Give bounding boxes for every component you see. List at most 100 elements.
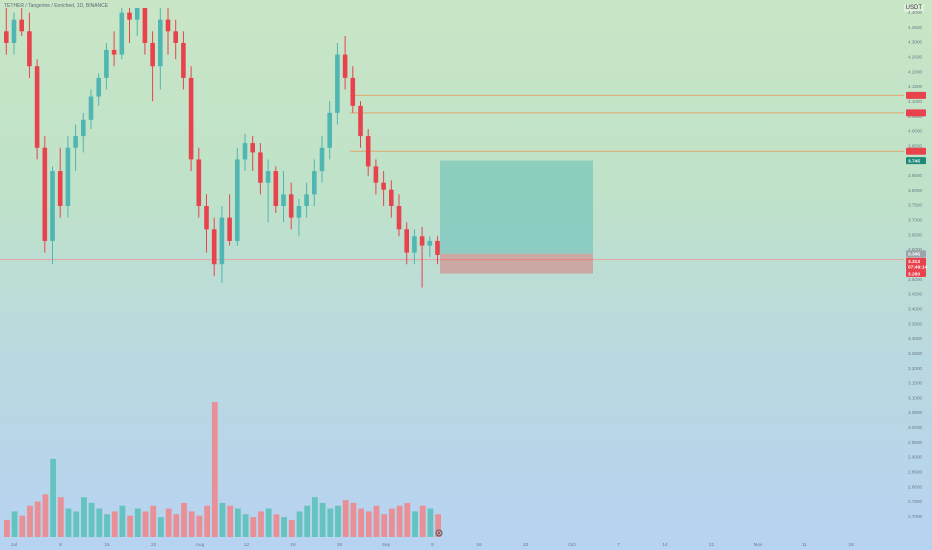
candle-body[interactable] — [81, 119, 86, 137]
price-badge[interactable] — [906, 263, 926, 271]
candle-body[interactable] — [73, 136, 78, 148]
volume-bar — [265, 508, 272, 537]
price-tick-label: 4.1500 — [908, 84, 922, 89]
candle-body[interactable] — [96, 77, 101, 97]
candle-body[interactable] — [158, 19, 163, 67]
price-tick-label: 3.7000 — [908, 218, 922, 223]
price-badge[interactable] — [906, 147, 926, 155]
candle-body[interactable] — [365, 136, 371, 167]
candle-body[interactable] — [412, 236, 417, 253]
candle-body[interactable] — [127, 12, 132, 20]
candle-body[interactable] — [88, 96, 94, 120]
candle-body[interactable] — [11, 19, 17, 43]
candle-body[interactable] — [196, 159, 202, 206]
candle-body[interactable] — [419, 236, 425, 246]
candle-body[interactable] — [4, 31, 9, 43]
price-tick-label: 2.9500 — [908, 440, 922, 445]
candle-body[interactable] — [142, 8, 148, 43]
candle-body[interactable] — [150, 42, 155, 67]
candle-body[interactable] — [104, 49, 109, 78]
price-badge[interactable] — [906, 250, 926, 258]
price-tick-label: 3.0500 — [908, 410, 922, 415]
volume-bar — [389, 508, 395, 537]
candle-body[interactable] — [119, 12, 125, 55]
candle-body[interactable] — [242, 143, 248, 160]
candle-body[interactable] — [250, 143, 255, 153]
candle-body[interactable] — [427, 240, 433, 246]
volume-bar — [296, 511, 303, 537]
date-tick-label: 14 — [662, 542, 668, 548]
price-tick-label: 4.4000 — [908, 10, 922, 15]
candle-body[interactable] — [27, 31, 32, 67]
candle-body[interactable] — [57, 171, 63, 206]
candle-body[interactable] — [312, 171, 317, 195]
candle-body[interactable] — [396, 206, 402, 230]
candle-body[interactable] — [188, 77, 194, 160]
candle-body[interactable] — [381, 182, 386, 190]
candle-body[interactable] — [304, 194, 309, 206]
price-tick-label: 3.3000 — [908, 336, 922, 341]
candle-body[interactable] — [358, 105, 363, 137]
volume-bar — [196, 515, 203, 537]
position-target-zone[interactable] — [440, 160, 593, 254]
volume-bar — [50, 458, 56, 537]
candle-body[interactable] — [288, 194, 294, 218]
volume-bar — [73, 511, 80, 537]
candle-body[interactable] — [281, 194, 286, 206]
price-tick-label: 4.3500 — [908, 25, 922, 30]
candle-body[interactable] — [258, 152, 263, 183]
volume-bar — [281, 517, 287, 537]
candle-body[interactable] — [65, 147, 71, 206]
candle-body[interactable] — [389, 189, 394, 206]
candle-body[interactable] — [227, 217, 232, 241]
candle-body[interactable] — [265, 171, 271, 183]
gear-icon[interactable] — [435, 529, 443, 537]
volume-bar — [65, 508, 72, 537]
volume-bar — [358, 508, 364, 537]
volume-bar — [404, 502, 411, 537]
candle-body[interactable] — [211, 229, 217, 265]
candle-body[interactable] — [319, 147, 325, 172]
candle-body[interactable] — [34, 66, 40, 148]
volume-bar — [27, 505, 33, 537]
candle-body[interactable] — [435, 240, 440, 255]
candle-body[interactable] — [235, 159, 240, 241]
price-badge-label: 3.745 — [908, 158, 920, 164]
candle-body[interactable] — [173, 31, 178, 43]
date-tick-label: 8 — [59, 542, 62, 548]
price-badge[interactable] — [906, 109, 926, 117]
candle-body[interactable] — [50, 171, 55, 241]
price-tick-label: 3.0000 — [908, 425, 922, 430]
candle-body[interactable] — [181, 42, 186, 78]
volume-bar — [373, 505, 380, 537]
candle-body[interactable] — [273, 171, 279, 206]
volume-bar — [412, 511, 418, 537]
candle-body[interactable] — [165, 19, 171, 32]
price-badge[interactable] — [906, 270, 926, 278]
candle-body[interactable] — [19, 19, 24, 32]
candle-body[interactable] — [204, 206, 209, 230]
candle-body[interactable] — [42, 147, 48, 241]
candle-body[interactable] — [111, 49, 117, 55]
candle-body[interactable] — [296, 206, 302, 218]
volume-bar — [350, 502, 357, 537]
candle-body[interactable] — [335, 54, 340, 113]
candle-body[interactable] — [342, 54, 348, 78]
price-badge[interactable] — [906, 91, 926, 99]
candle-body[interactable] — [404, 229, 409, 253]
candle-body[interactable] — [219, 217, 225, 265]
currency-label[interactable]: USDT — [903, 4, 924, 12]
volume-bar — [42, 494, 49, 537]
candle-body[interactable] — [327, 112, 332, 148]
price-badge[interactable] — [906, 257, 926, 265]
candle-body[interactable] — [134, 8, 140, 20]
volume-bar — [427, 508, 434, 537]
volume-bar — [435, 514, 441, 537]
volume-bar — [211, 402, 218, 537]
price-badge[interactable] — [906, 157, 926, 165]
position-stop-zone[interactable] — [440, 253, 593, 274]
price-tick-label: 3.7500 — [908, 203, 922, 208]
candle-body[interactable] — [350, 77, 356, 106]
candle-body[interactable] — [373, 166, 379, 183]
